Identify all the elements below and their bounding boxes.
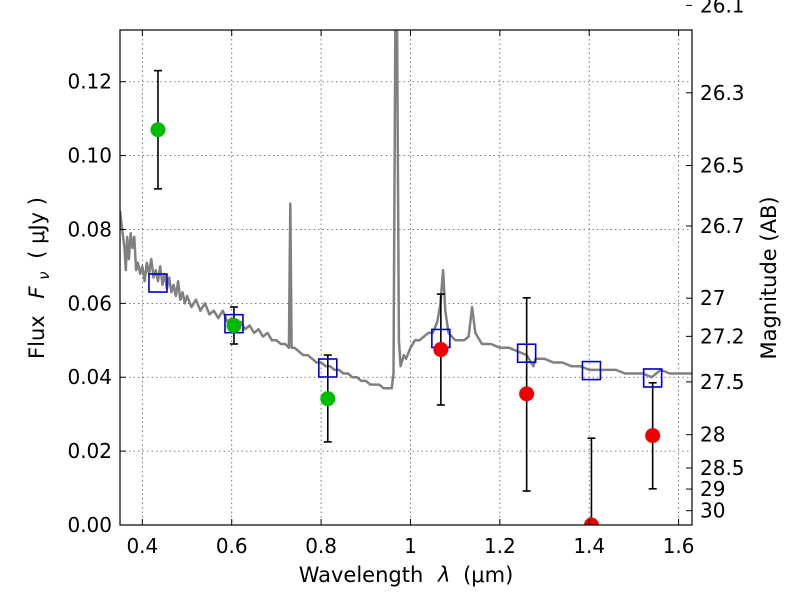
y2-tick-label: 26.7 <box>700 214 745 238</box>
observed-point-optical <box>150 122 166 138</box>
model-point-square <box>317 358 338 378</box>
y-tick-label: 0.00 <box>67 513 112 537</box>
x-tick-label: 1.6 <box>663 534 695 558</box>
y-tick-label: 0.04 <box>67 365 112 389</box>
y2-tick-label: 26.5 <box>700 154 745 178</box>
y-tick-label: 0.08 <box>67 217 112 241</box>
observed-point-optical <box>226 318 242 334</box>
observed-points <box>150 122 661 525</box>
y2-tick-label: 28.5 <box>700 456 745 480</box>
y2-tick-label: 27 <box>700 286 725 310</box>
y-axis-label: Flux F ν ( μJy ) <box>25 197 54 359</box>
y-axis-label-symbol: F <box>25 286 49 299</box>
x-tick-label: 0.4 <box>126 534 158 558</box>
x-axis-label-unit: (μm) <box>463 563 513 587</box>
model-point-square <box>642 368 663 388</box>
y2-tick-label: 29 <box>700 477 725 501</box>
model-point-square <box>148 273 168 293</box>
y-tick-label: 0.06 <box>67 291 112 315</box>
model-points <box>148 273 663 388</box>
x-tick-label: 0.8 <box>305 534 337 558</box>
y-axis-label-subscript: ν <box>35 271 53 279</box>
grid-lines <box>120 30 692 526</box>
plot-frame <box>119 29 693 526</box>
observed-point-optical <box>320 391 336 407</box>
y-tick-label: 0.02 <box>67 439 112 463</box>
x-tick-label: 1.4 <box>573 534 605 558</box>
x-tick-label: 1.2 <box>484 534 516 558</box>
model-point-square <box>581 360 602 381</box>
y2-axis-label: Magnitude (AB) <box>757 196 781 359</box>
y2-tick-label: 26.1 <box>700 0 745 17</box>
y2-tick-label: 26.3 <box>700 81 745 105</box>
y-axis-label-unit: ( μJy ) <box>25 197 49 259</box>
observed-point-nir <box>645 428 661 444</box>
observed-point-nir <box>583 517 599 525</box>
plot-background <box>120 30 692 525</box>
observed-point-nir <box>519 386 535 402</box>
y-axis-ticks: 0.00 0.02 0.04 0.06 0.08 0.10 0.12 <box>67 70 126 537</box>
y2-tick-label: 27.2 <box>700 324 745 348</box>
x-axis-label-symbol: λ <box>437 563 450 587</box>
x-axis-label: Wavelength λ (μm) <box>299 563 514 587</box>
y-tick-label: 0.12 <box>67 70 112 94</box>
x-axis-ticks: 0.4 0.6 0.8 1 1.2 1.4 1.6 <box>126 30 695 558</box>
observed-point-nir <box>433 342 449 358</box>
y2-tick-label: 30 <box>700 499 725 523</box>
y2-tick-label: 28 <box>700 423 725 447</box>
model-point-square <box>516 343 537 364</box>
y-tick-label: 0.10 <box>67 144 112 168</box>
model-spectrum-line <box>120 30 692 390</box>
x-tick-label: 0.6 <box>216 534 248 558</box>
x-axis-label-prefix: Wavelength <box>299 563 424 587</box>
y2-tick-label: 27.5 <box>700 370 745 394</box>
y-axis-label-prefix: Flux <box>25 315 49 359</box>
x-tick-label: 1 <box>404 534 417 558</box>
